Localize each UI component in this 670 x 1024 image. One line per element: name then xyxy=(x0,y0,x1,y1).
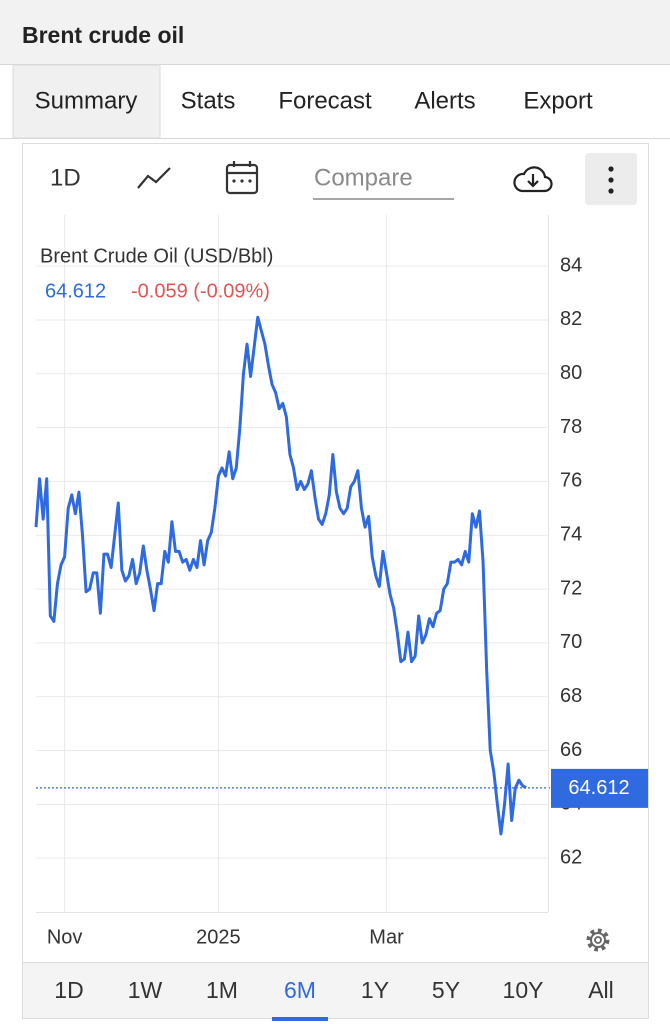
page-title: Brent crude oil xyxy=(22,22,184,48)
tab[interactable]: Forecast xyxy=(278,87,372,114)
y-tick-label: 70 xyxy=(560,631,582,653)
y-tick-label: 84 xyxy=(560,254,582,276)
gear-ring xyxy=(590,932,606,948)
range-button[interactable]: 10Y xyxy=(503,977,544,1003)
last-value-label: 64.612 xyxy=(568,777,629,799)
legend-value: 64.612 xyxy=(45,280,106,302)
ranges: 1D 1W 1M 6M 1Y 5Y 10Y All xyxy=(54,977,614,1021)
legend-name: Brent Crude Oil (USD/Bbl) xyxy=(40,245,273,267)
range-button[interactable]: 1M xyxy=(206,977,238,1003)
range-bar xyxy=(23,963,648,1018)
y-tick-label: 82 xyxy=(560,308,582,330)
y-tick-label: 74 xyxy=(560,524,582,546)
interval-button[interactable]: 1D xyxy=(50,164,81,191)
compare-input[interactable]: Compare xyxy=(314,164,413,191)
range-button[interactable]: 6M xyxy=(284,977,316,1003)
price-line xyxy=(34,315,527,836)
gear-teeth xyxy=(586,928,610,952)
x-tick-label: Mar xyxy=(369,926,404,948)
x-tick-label: 2025 xyxy=(196,926,241,948)
range-button[interactable]: All xyxy=(588,977,614,1003)
y-tick-label: 76 xyxy=(560,470,582,492)
legend-change: -0.059 (-0.09%) xyxy=(131,280,270,302)
range-button[interactable]: 1D xyxy=(54,977,83,1003)
y-tick-label: 80 xyxy=(560,362,582,384)
menu-dot xyxy=(608,166,614,172)
range-button[interactable]: 1Y xyxy=(361,977,389,1003)
tab[interactable]: Summary xyxy=(35,87,138,114)
menu-dot xyxy=(608,188,614,194)
tab[interactable]: Export xyxy=(523,87,593,114)
plot xyxy=(34,315,551,836)
calendar-dot xyxy=(232,179,236,183)
chart-type-icon[interactable] xyxy=(137,167,171,189)
x-tick-label: Nov xyxy=(47,926,83,948)
y-tick-label: 72 xyxy=(560,577,582,599)
range-button[interactable]: 5Y xyxy=(432,977,460,1003)
last-value-box xyxy=(551,768,648,808)
calendar-dot xyxy=(240,179,244,183)
settings-icon[interactable] xyxy=(586,928,610,952)
grid xyxy=(36,215,548,912)
tab[interactable]: Alerts xyxy=(414,87,475,114)
menu-dot xyxy=(608,177,614,183)
axes: 626466687072747678808284Nov2025Mar64.612 xyxy=(47,254,648,948)
tabs: Summary Stats Forecast Alerts Export xyxy=(35,87,593,114)
range-underline xyxy=(272,1017,328,1021)
tab-selected-bg xyxy=(12,64,161,139)
gear-hub xyxy=(594,936,602,944)
calendar-icon[interactable] xyxy=(225,161,259,195)
y-tick-label: 66 xyxy=(560,739,582,761)
arrow xyxy=(527,174,539,188)
range-button[interactable]: 1W xyxy=(128,977,163,1003)
chart-card xyxy=(22,143,649,1019)
cloud xyxy=(513,166,553,193)
y-tick-label: 68 xyxy=(560,685,582,707)
calendar-dot xyxy=(248,179,252,183)
calendar-frame xyxy=(225,163,259,195)
header-bar xyxy=(0,0,670,64)
tab[interactable]: Stats xyxy=(181,87,236,114)
y-tick-label: 78 xyxy=(560,416,582,438)
download-icon[interactable] xyxy=(513,166,553,193)
y-tick-label: 62 xyxy=(560,846,582,868)
